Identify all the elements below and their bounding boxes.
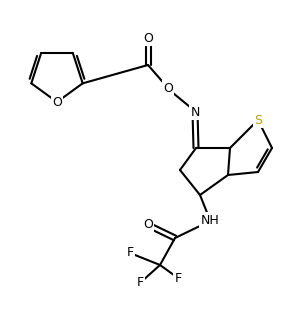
Text: NH: NH bbox=[201, 214, 219, 227]
Text: F: F bbox=[174, 271, 182, 284]
Text: O: O bbox=[143, 32, 153, 45]
Text: N: N bbox=[190, 106, 200, 118]
Text: S: S bbox=[254, 113, 262, 126]
Text: O: O bbox=[143, 218, 153, 232]
Text: O: O bbox=[52, 95, 62, 108]
Text: F: F bbox=[127, 246, 134, 259]
Text: F: F bbox=[137, 276, 144, 289]
Text: O: O bbox=[163, 82, 173, 94]
